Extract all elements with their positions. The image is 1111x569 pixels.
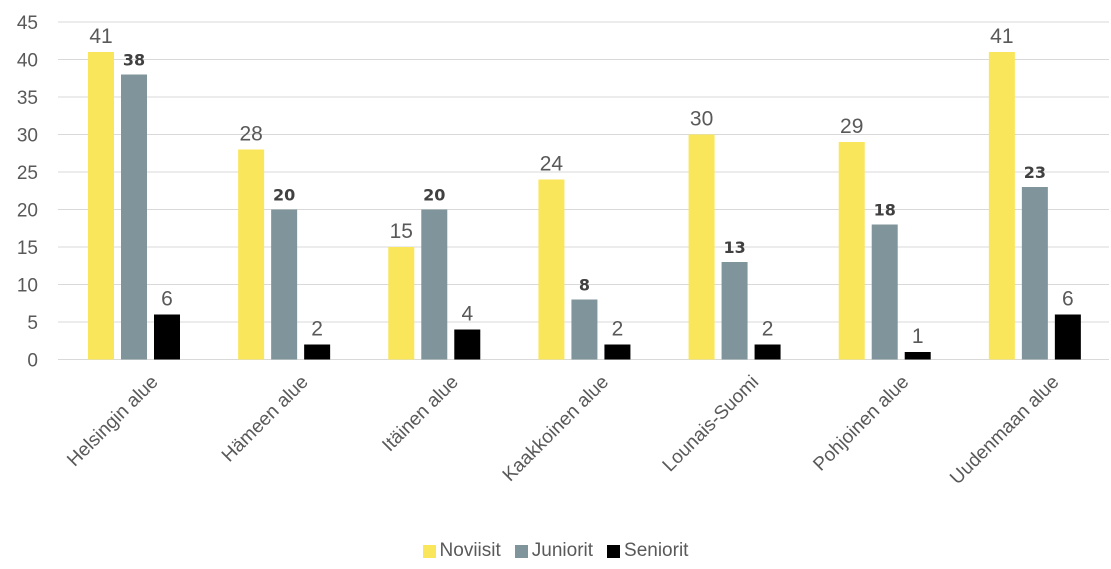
bar-juniorit-5 <box>871 224 898 360</box>
legend-label: Juniorit <box>531 540 594 561</box>
data-label: 13 <box>723 238 745 257</box>
gridlines <box>58 21 1109 360</box>
x-category-label: Itäinen alue <box>378 372 462 456</box>
data-label: 1 <box>912 325 924 348</box>
x-category-label: Lounais-Suomi <box>659 372 763 476</box>
data-label: 23 <box>1024 163 1046 182</box>
data-label: 2 <box>311 318 323 341</box>
data-label: 29 <box>840 115 863 138</box>
bar-seniorit-4 <box>754 344 781 360</box>
bar-seniorit-6 <box>1054 314 1081 360</box>
x-category-label: Kaakkoinen alue <box>499 372 613 486</box>
bar-juniorit-3 <box>571 299 598 360</box>
bar-seniorit-2 <box>454 329 481 360</box>
bar-seniorit-0 <box>154 314 180 360</box>
legend-label: Seniorit <box>624 540 689 561</box>
bar-seniorit-5 <box>904 352 931 360</box>
legend-swatch <box>607 544 621 558</box>
data-label: 38 <box>123 51 145 70</box>
y-tick-label: 5 <box>27 313 38 334</box>
y-tick-label: 35 <box>17 88 38 109</box>
y-tick-label: 20 <box>17 201 38 222</box>
bar-noviisit-1 <box>238 149 265 360</box>
bar-seniorit-1 <box>304 344 331 360</box>
y-tick-label: 15 <box>17 238 38 259</box>
y-tick-label: 25 <box>17 163 38 184</box>
bar-juniorit-2 <box>421 209 448 360</box>
x-category-label: Uudenmaan alue <box>946 372 1063 489</box>
bar-seniorit-3 <box>604 344 631 360</box>
y-tick-label: 40 <box>17 51 38 72</box>
x-category-label: Helsingin alue <box>63 372 162 471</box>
data-label: 20 <box>273 186 295 205</box>
bar-juniorit-0 <box>121 74 147 360</box>
bar-juniorit-6 <box>1021 187 1048 360</box>
data-label: 6 <box>1062 288 1074 311</box>
legend-item-noviisit: Noviisit <box>422 540 501 562</box>
bar-noviisit-3 <box>538 179 565 360</box>
bar-noviisit-4 <box>688 134 715 360</box>
data-label: 28 <box>239 123 262 146</box>
data-label: 15 <box>390 220 413 243</box>
legend-label: Noviisit <box>439 540 501 561</box>
data-label: 6 <box>161 288 173 311</box>
y-tick-label: 10 <box>17 276 38 297</box>
y-tick-label: 0 <box>27 351 38 372</box>
x-axis-labels: Helsingin alue Hämeen alue Itäinen alue Kaa… <box>63 372 1063 489</box>
bars <box>88 52 1081 360</box>
y-axis-ticks: 0 5 10 15 20 25 30 35 40 45 <box>17 13 38 372</box>
data-label: 18 <box>874 201 896 220</box>
bar-juniorit-1 <box>271 209 298 360</box>
data-label: 30 <box>690 108 713 131</box>
y-tick-label: 45 <box>17 13 38 34</box>
data-label: 24 <box>540 153 564 176</box>
x-category-label: Pohjoinen alue <box>810 372 914 476</box>
data-label: 41 <box>89 25 112 48</box>
data-label: 2 <box>612 318 624 341</box>
legend-item-juniorit: Juniorit <box>514 540 594 562</box>
legend: Noviisit Juniorit Seniorit <box>0 540 1111 562</box>
data-label: 8 <box>579 276 590 295</box>
bar-juniorit-4 <box>721 262 748 360</box>
bar-noviisit-0 <box>88 52 114 360</box>
data-label: 4 <box>461 303 473 326</box>
data-label: 20 <box>423 186 445 205</box>
bar-noviisit-5 <box>838 142 865 360</box>
bar-noviisit-6 <box>988 52 1015 360</box>
data-label: 41 <box>990 25 1013 48</box>
bar-noviisit-2 <box>388 247 415 360</box>
y-tick-label: 30 <box>17 126 38 147</box>
legend-swatch <box>422 544 436 558</box>
x-category-label: Hämeen alue <box>218 372 313 467</box>
legend-item-seniorit: Seniorit <box>607 540 688 562</box>
legend-swatch <box>514 544 528 558</box>
data-label: 2 <box>762 318 774 341</box>
data-labels: 41 38 6 28 20 2 15 20 4 24 8 2 30 13 2 29 18 1 41 23 6 <box>89 25 1073 348</box>
